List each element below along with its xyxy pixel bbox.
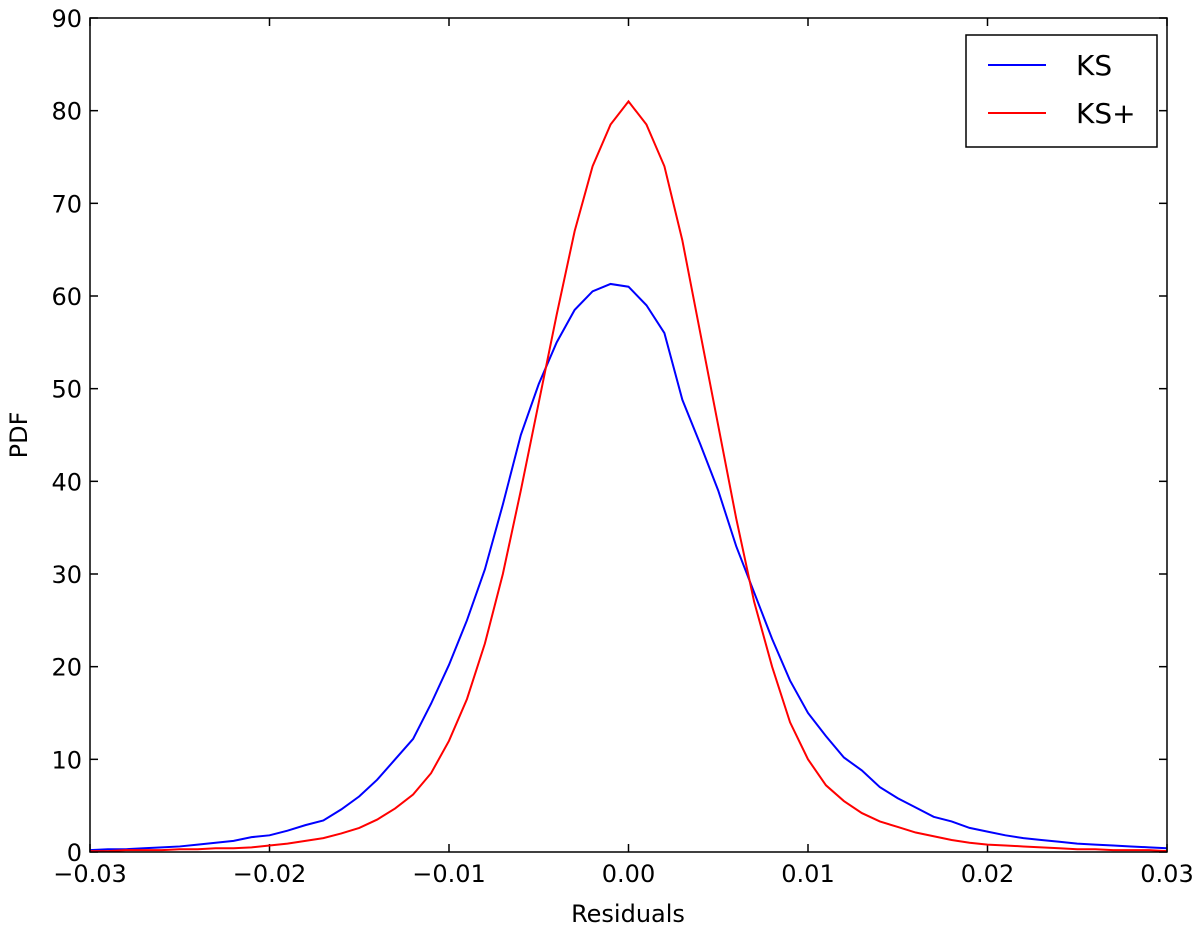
y-tick-label: 70	[51, 190, 82, 218]
y-tick-label: 80	[51, 98, 82, 126]
x-tick-label: 0.02	[961, 860, 1014, 888]
y-tick-label: 10	[51, 746, 82, 774]
x-tick-label: 0.03	[1140, 860, 1193, 888]
y-tick-label: 50	[51, 376, 82, 404]
y-tick-label: 0	[67, 839, 82, 867]
x-tick-label: −0.03	[53, 860, 127, 888]
y-tick-label: 40	[51, 468, 82, 496]
legend-label: KS+	[1076, 97, 1136, 130]
y-axis-label: PDF	[5, 412, 33, 459]
data-line	[89, 282, 1168, 852]
data-line	[90, 99, 1168, 853]
x-tick-label: 0.00	[602, 860, 655, 888]
plot-frame	[89, 17, 1168, 853]
y-tick-label: 60	[51, 283, 82, 311]
legend-box	[965, 34, 1158, 148]
x-tick-label: −0.01	[412, 860, 486, 888]
y-tick-label: 20	[51, 654, 82, 682]
x-axis-label: Residuals	[571, 900, 685, 928]
y-tick-label: 90	[51, 5, 82, 33]
x-tick-label: 0.01	[781, 860, 834, 888]
x-tick-label: −0.02	[233, 860, 307, 888]
legend-label: KS	[1076, 49, 1112, 82]
y-tick-label: 30	[51, 561, 82, 589]
